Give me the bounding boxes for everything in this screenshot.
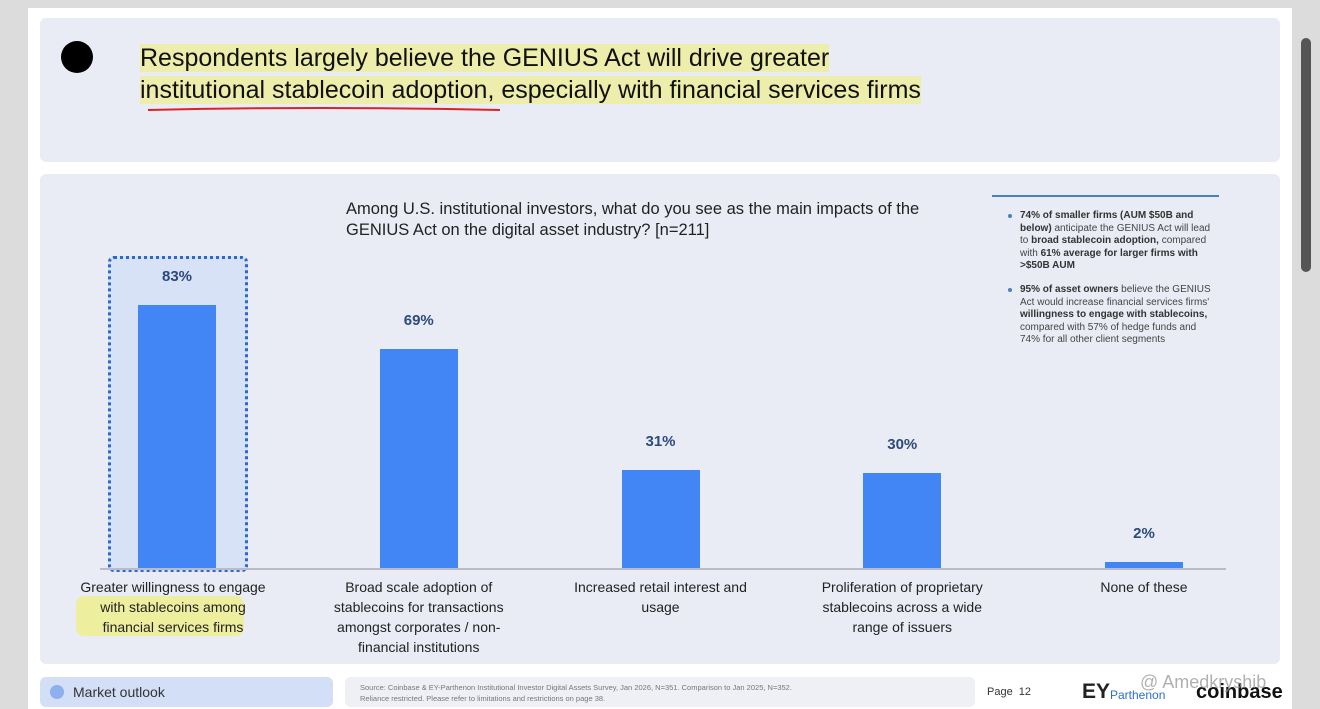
logo-coinbase: coinbase (1196, 681, 1283, 703)
bar (621, 469, 700, 568)
note-text: compared with 57% of hedge funds and 74%… (1020, 321, 1197, 346)
headline-line: institutional stablecoin adoption, espec… (140, 76, 921, 104)
page-number: Page 12 (987, 686, 1032, 698)
note: 74% of smaller firms (AUM $50B and below… (1006, 210, 1218, 273)
headline: Respondents largely believe the GENIUS A… (140, 42, 921, 106)
bar (1105, 561, 1183, 568)
source: Source: Coinbase & EY-Parthenon Institut… (360, 682, 792, 704)
value-label: 83% (161, 267, 193, 285)
notes-rule (992, 195, 1219, 197)
notes: 74% of smaller firms (AUM $50B and below… (1006, 210, 1218, 358)
bullet-dot (61, 41, 93, 73)
category-label: Increased retail interest and usage (574, 579, 747, 615)
value-label: 30% (887, 435, 918, 453)
source-pill (345, 677, 975, 707)
note: 95% of asset owners believe the GENIUS A… (1006, 284, 1218, 347)
value-label: 31% (645, 432, 676, 450)
section-label: Market outlook (73, 684, 165, 700)
note-text: 95% of asset owners (1020, 283, 1119, 295)
note-text: believe the GENIUS Act would increase fi… (1020, 283, 1211, 308)
note-text: broad stablecoin adoption, (1031, 235, 1159, 247)
source-line: Reliance restricted. Please refer to lim… (360, 694, 606, 703)
category-label: None of these (1100, 579, 1188, 595)
source-line: Source: Coinbase & EY-Parthenon Institut… (360, 683, 792, 692)
note-text: willingness to engage with stablecoins, (1020, 309, 1208, 321)
note-text: 74% of smaller firms (AUM $50B and below… (1020, 210, 1194, 234)
logo-ey: EY (1082, 680, 1111, 703)
logo-parthenon: Parthenon (1110, 688, 1166, 702)
section-dot (50, 685, 64, 699)
bar (863, 472, 942, 568)
chart-title: Among U.S. institutional investors, what… (346, 200, 920, 239)
note-text: anticipate the GENIUS Act will lead to (1020, 222, 1211, 247)
headline-line: Respondents largely believe the GENIUS A… (140, 44, 830, 72)
note-text: compared with (1020, 235, 1207, 259)
value-label: 2% (1133, 524, 1155, 542)
note-text: 61% average for larger firms with >$50B … (1020, 247, 1198, 272)
bar (138, 304, 216, 568)
category-label: Proliferation of proprietary stablecoins… (821, 579, 983, 635)
underline (147, 107, 501, 111)
value-label: 69% (403, 312, 434, 330)
baseline (100, 568, 1226, 570)
category-label: Broad scale adoption of stablecoins for … (333, 579, 504, 655)
scrollbar[interactable] (1301, 38, 1311, 272)
watermark: @ Amedkryshib (1140, 672, 1267, 692)
highlight-marker (76, 596, 244, 636)
category-label: Greater willingness to engage with stabl… (80, 579, 266, 635)
section-pill (40, 677, 333, 707)
bar (379, 349, 458, 568)
